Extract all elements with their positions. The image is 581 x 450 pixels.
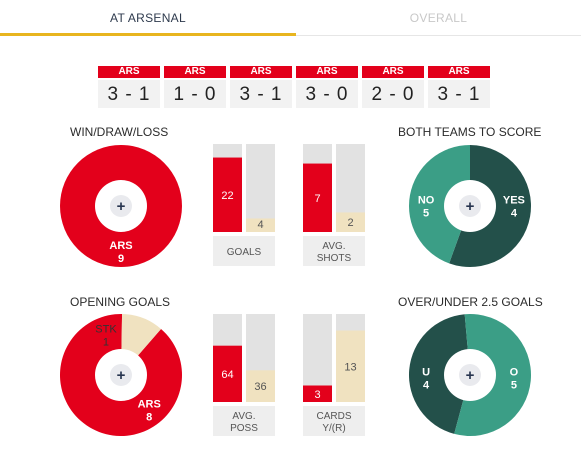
result-score: 3 - 1 — [98, 80, 160, 108]
wdl-title: WIN/DRAW/LOSS — [70, 125, 169, 139]
plus-icon-bg — [110, 195, 132, 217]
result-score: 1 - 0 — [164, 80, 226, 108]
away-bar-value: 4 — [257, 219, 263, 231]
slice-value: 5 — [423, 207, 429, 219]
home-bar-value: 22 — [221, 190, 233, 202]
slice-value: 9 — [118, 253, 124, 265]
result-team: ARS — [98, 66, 160, 78]
bar-label: SHOTS — [317, 253, 352, 264]
result-score: 3 - 1 — [230, 80, 292, 108]
slice-label: ARS — [109, 240, 132, 252]
slice-value: 4 — [423, 380, 430, 392]
ou-title: OVER/UNDER 2.5 GOALS — [398, 295, 543, 309]
result-team: ARS — [362, 66, 424, 78]
shots-bar-chart: 7 2 AVG.SHOTS — [303, 144, 365, 266]
slice-label: YES — [503, 194, 525, 206]
slice-value: 1 — [103, 337, 109, 349]
bar-label-bg — [213, 236, 275, 266]
result-team: ARS — [428, 66, 490, 78]
over-under-donut-chart: + U4 O5 — [409, 314, 531, 436]
away-bar — [336, 212, 365, 232]
recent-results: ARS 3 - 1 ARS 1 - 0 ARS 3 - 1 ARS 3 - 0 … — [98, 66, 494, 110]
tab-bar: AT ARSENAL OVERALL — [0, 0, 581, 36]
home-bar — [303, 385, 332, 402]
home-bar — [213, 157, 242, 232]
slice-label: NO — [418, 194, 435, 206]
result-card: ARS 1 - 0 — [164, 66, 226, 110]
plus-icon: + — [117, 367, 126, 384]
possession-bar-chart: 64 36 AVG.POSS — [213, 314, 275, 436]
home-bar — [213, 345, 242, 402]
bar-label: AVG. — [322, 241, 345, 252]
away-bar-value: 2 — [347, 217, 353, 229]
away-bar — [336, 330, 365, 402]
bar-label-bg — [303, 236, 365, 266]
home-bar-value: 7 — [314, 193, 320, 205]
bar-label-bg — [213, 406, 275, 436]
plus-icon-bg — [459, 364, 481, 386]
bar-label: CARDS — [316, 411, 351, 422]
btts-title: BOTH TEAMS TO SCORE — [398, 125, 542, 139]
away-bar — [246, 370, 275, 402]
bar-label-bg — [303, 406, 365, 436]
pie-slice-u — [409, 314, 470, 434]
slice-label: U — [422, 367, 430, 379]
result-card: ARS 2 - 0 — [362, 66, 424, 110]
bar-label: Y/(R) — [322, 423, 345, 434]
bar-label: GOALS — [227, 247, 262, 258]
home-bar — [303, 163, 332, 232]
result-card: ARS 3 - 0 — [296, 66, 358, 110]
result-score: 2 - 0 — [362, 80, 424, 108]
pie-slice-yes — [409, 145, 470, 264]
slice-label: O — [510, 367, 519, 379]
home-bar-value: 3 — [314, 389, 320, 401]
result-card: ARS 3 - 1 — [98, 66, 160, 110]
bar-label: POSS — [230, 423, 258, 434]
away-bar — [246, 218, 275, 232]
plus-icon-bg — [110, 364, 132, 386]
tab-at-arsenal[interactable]: AT ARSENAL — [0, 0, 296, 36]
away-bar-track — [246, 144, 275, 232]
slice-label: ARS — [138, 399, 161, 411]
bar-label: AVG. — [232, 411, 255, 422]
opening-title: OPENING GOALS — [70, 295, 171, 309]
slice-value: 4 — [511, 207, 518, 219]
plus-icon-bg — [459, 195, 481, 217]
result-card: ARS 3 - 1 — [428, 66, 490, 110]
tab-overall[interactable]: OVERALL — [296, 0, 581, 36]
goals-bar-chart: 22 4 GOALS — [213, 144, 275, 266]
plus-icon: + — [466, 198, 475, 215]
result-score: 3 - 0 — [296, 80, 358, 108]
result-card: ARS 3 - 1 — [230, 66, 292, 110]
slice-label: STK — [95, 324, 117, 336]
result-team: ARS — [230, 66, 292, 78]
result-score: 3 - 1 — [428, 80, 490, 108]
plus-icon: + — [466, 367, 475, 384]
plus-icon: + — [117, 198, 126, 215]
home-bar-value: 64 — [221, 369, 233, 381]
away-bar-value: 36 — [254, 381, 266, 393]
result-team: ARS — [164, 66, 226, 78]
result-team: ARS — [296, 66, 358, 78]
slice-value: 8 — [146, 412, 152, 424]
slice-value: 5 — [511, 380, 517, 392]
away-bar-value: 13 — [344, 361, 356, 373]
